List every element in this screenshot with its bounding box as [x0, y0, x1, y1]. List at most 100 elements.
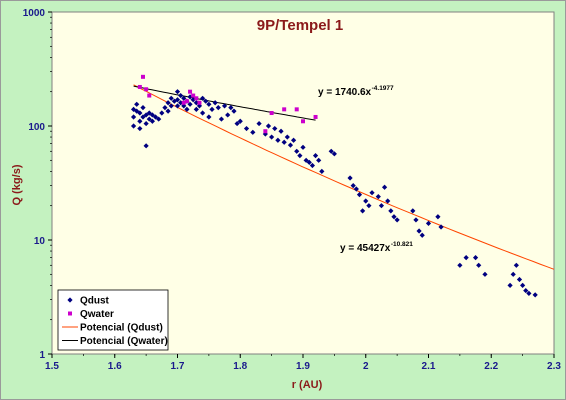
point-qdust [134, 101, 140, 107]
trendline-labels: y = 45427x -10.821 y = 1740.6x -4.1977 [318, 85, 413, 254]
point-qwater [181, 100, 186, 105]
point-qwater [282, 107, 287, 112]
point-qdust [143, 143, 149, 149]
point-qdust [218, 116, 225, 122]
legend-label: Potencial (Qdust) [80, 323, 163, 334]
point-qdust [350, 183, 356, 189]
point-qdust [137, 118, 143, 124]
point-qdust [532, 292, 538, 298]
data-points [130, 74, 538, 298]
point-qdust [174, 103, 181, 109]
point-qdust [174, 97, 181, 103]
equation-exponent-qdust: -10.821 [391, 241, 413, 248]
point-qdust [287, 142, 294, 148]
point-qdust [312, 152, 319, 159]
point-qdust [146, 116, 152, 122]
equation-exponent-qwater: -4.1977 [372, 85, 394, 92]
x-axis: 1.5 1.6 1.7 1.8 1.9 2 2.1 2.2 2.3 [45, 354, 561, 372]
y-axis-title: Q (kg/s) [11, 164, 23, 205]
point-qdust [385, 198, 391, 204]
point-qdust [476, 262, 482, 268]
x-tick-label: 2 [363, 361, 369, 372]
point-qdust [203, 98, 209, 104]
point-qdust [215, 105, 221, 111]
point-qdust [190, 97, 196, 103]
point-qdust [381, 184, 388, 190]
point-qdust [347, 175, 353, 181]
point-qdust [482, 271, 488, 277]
chart-title: 9P/Tempel 1 [257, 17, 343, 34]
point-qdust [243, 125, 250, 132]
point-qwater [191, 93, 196, 98]
point-qdust [294, 148, 300, 154]
point-qdust [316, 157, 322, 163]
point-qdust [309, 162, 316, 169]
point-qwater [147, 93, 152, 98]
point-qdust [513, 262, 519, 268]
x-tick-label: 1.6 [108, 361, 122, 372]
y-tick-label: 1000 [23, 8, 46, 19]
point-qwater [137, 84, 142, 89]
point-qdust [209, 106, 215, 112]
point-qdust [284, 134, 290, 140]
x-tick-label: 1.8 [233, 361, 247, 372]
point-qdust [143, 120, 149, 127]
point-qdust [184, 106, 190, 112]
point-qdust [419, 232, 425, 238]
point-qdust [134, 108, 140, 114]
point-qwater [263, 129, 268, 134]
point-qdust [378, 203, 385, 209]
y-tick-label: 10 [34, 236, 46, 247]
point-qdust [262, 131, 268, 137]
point-qdust [174, 89, 181, 95]
point-qdust [278, 128, 284, 134]
point-qdust [140, 105, 146, 111]
point-qdust [388, 208, 394, 214]
legend-label: Qwater [80, 309, 114, 320]
point-qwater [269, 111, 274, 116]
point-qwater [184, 99, 189, 104]
point-qdust [212, 100, 218, 106]
point-qwater [301, 119, 305, 124]
point-qdust [149, 118, 155, 124]
point-qdust [168, 95, 174, 101]
point-qdust [250, 129, 256, 135]
point-qdust [413, 217, 419, 223]
point-qdust [290, 137, 297, 143]
point-qdust [507, 282, 513, 288]
x-tick-label: 2.1 [422, 361, 436, 372]
point-qdust [206, 114, 212, 120]
point-qdust [516, 276, 523, 283]
x-tick-label: 1.5 [45, 361, 59, 372]
point-qdust [221, 103, 228, 109]
equation-label-qwater: y = 1740.6x [318, 87, 372, 98]
point-qdust [360, 208, 366, 214]
point-qdust [225, 112, 231, 118]
legend: Qdust Qwater Potencial (Qdust) Potencial (Q… [57, 289, 169, 351]
x-axis-title: r (AU) [292, 379, 323, 391]
point-qdust [319, 168, 325, 174]
legend-marker-qwater [68, 311, 72, 316]
point-qdust [272, 125, 278, 132]
legend-label: Potencial (Qwater) [80, 336, 168, 347]
point-qdust [281, 139, 287, 145]
point-qwater [294, 107, 299, 112]
point-qdust [256, 120, 262, 127]
x-tick-label: 2.3 [547, 361, 561, 372]
point-qdust [165, 108, 171, 114]
point-qdust [200, 95, 206, 101]
point-qdust [394, 217, 400, 223]
point-qdust [231, 108, 237, 114]
point-qdust [234, 120, 240, 127]
point-qdust [187, 101, 193, 107]
point-qdust [130, 114, 137, 120]
point-qwater [188, 89, 193, 94]
point-qdust [297, 152, 303, 159]
point-qdust [356, 192, 363, 198]
point-qdust [152, 114, 159, 120]
point-qdust [306, 159, 312, 165]
point-qdust [369, 190, 375, 196]
y-axis: 1 10 100 1000 [23, 8, 52, 361]
point-qdust [206, 101, 212, 107]
point-qdust [366, 203, 372, 209]
